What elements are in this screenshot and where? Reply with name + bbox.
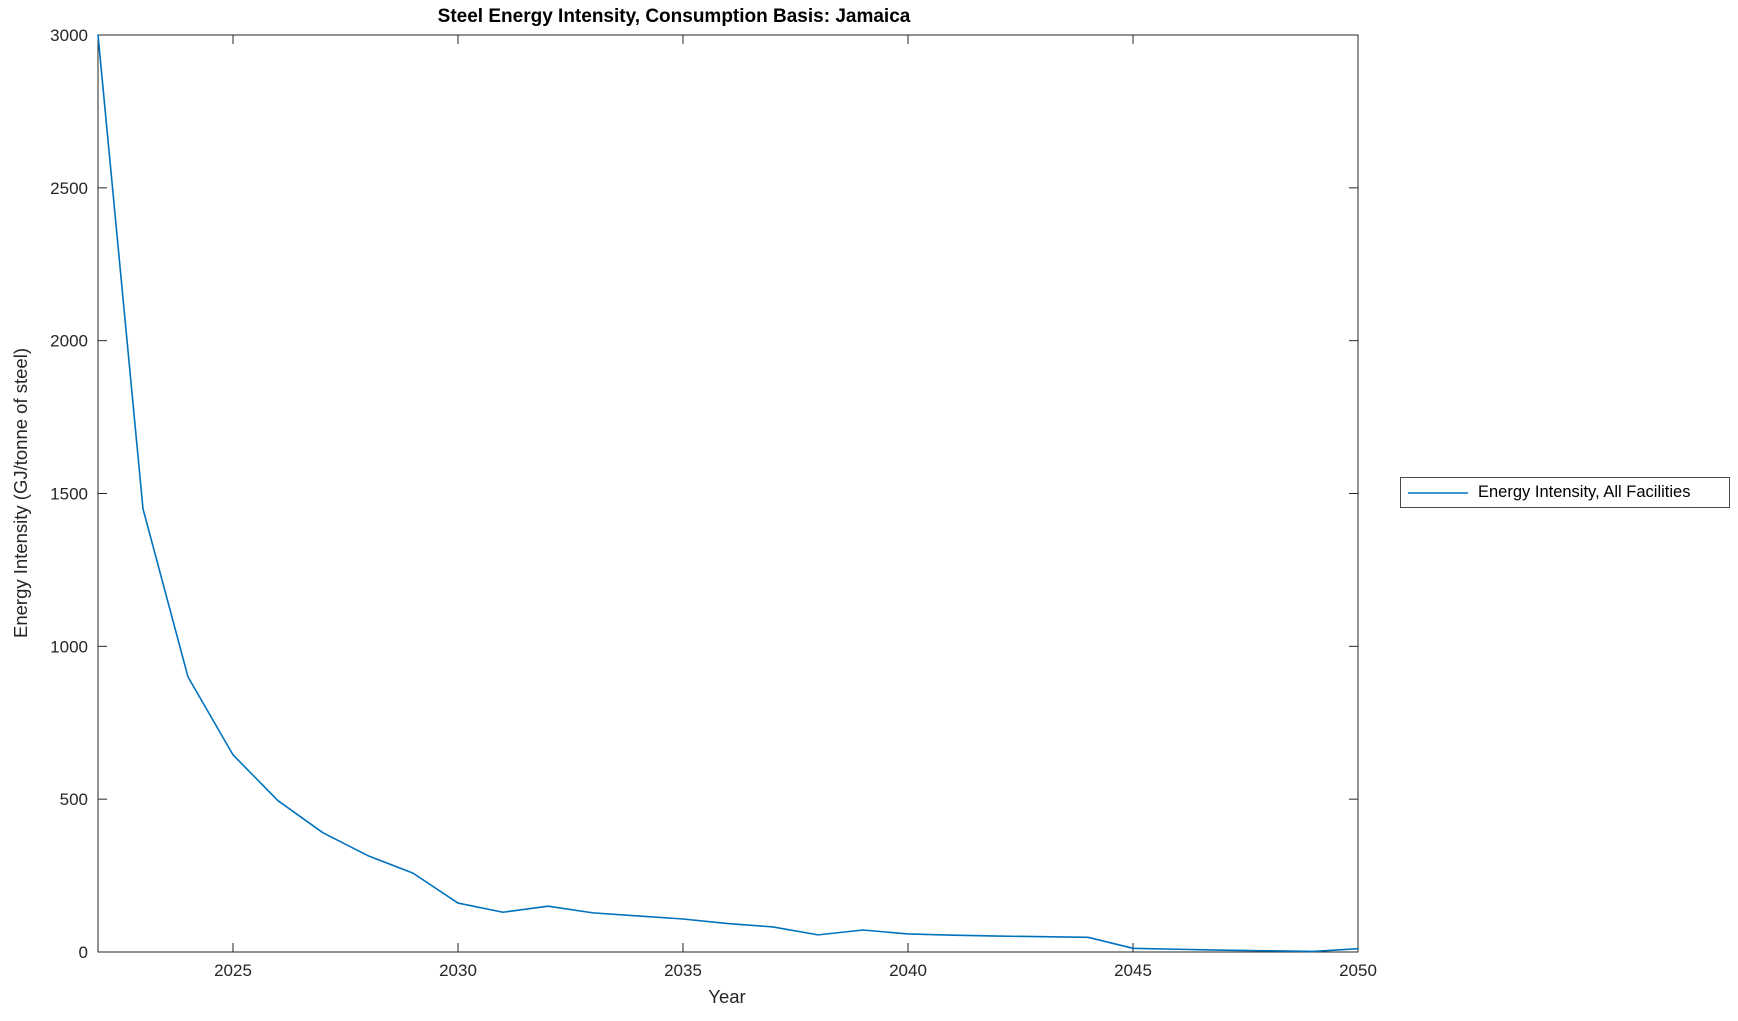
x-tick-label: 2050 xyxy=(1339,961,1377,980)
y-tick-label: 3000 xyxy=(50,26,88,45)
axes-frame xyxy=(97,34,1359,953)
y-tick-label: 2000 xyxy=(50,332,88,351)
y-tick-label: 2500 xyxy=(50,179,88,198)
y-axis-label: Energy Intensity (GJ/tonne of steel) xyxy=(10,348,31,638)
legend-line-sample xyxy=(1408,491,1468,494)
x-tick-label: 2035 xyxy=(664,961,702,980)
x-axis-label: Year xyxy=(708,986,746,1007)
legend-box: Energy Intensity, All Facilities xyxy=(1400,477,1730,508)
x-tick-label: 2025 xyxy=(214,961,252,980)
y-tick-label: 1500 xyxy=(50,485,88,504)
x-tick-label: 2030 xyxy=(439,961,477,980)
chart-title: Steel Energy Intensity, Consumption Basi… xyxy=(437,6,911,27)
x-tick-label: 2040 xyxy=(889,961,927,980)
y-tick-label: 500 xyxy=(60,790,88,809)
x-tick-label: 2045 xyxy=(1114,961,1152,980)
y-tick-label: 1000 xyxy=(50,637,88,656)
energy-intensity-line xyxy=(97,34,1359,953)
legend-entry-label: Energy Intensity, All Facilities xyxy=(1478,483,1691,501)
y-tick-label: 0 xyxy=(79,943,88,962)
